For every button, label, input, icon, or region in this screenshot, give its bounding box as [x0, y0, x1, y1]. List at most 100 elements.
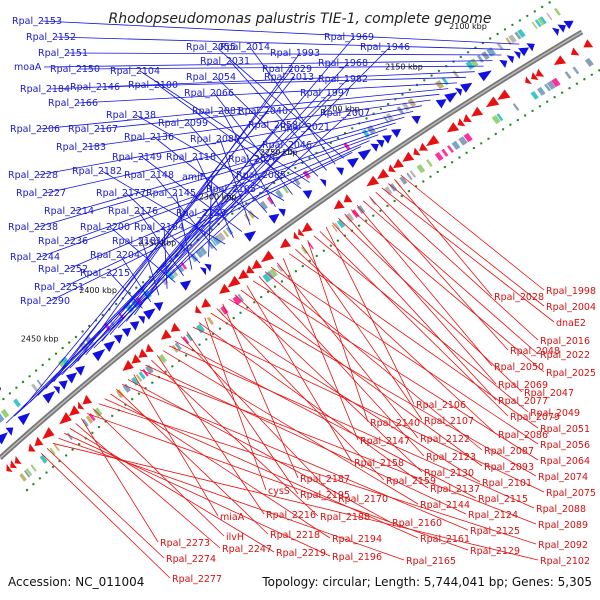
tick-dot-outer — [336, 136, 340, 140]
reverse-cds-arrow — [10, 460, 17, 469]
gene-label-forward: Rpal_2148 — [124, 170, 174, 181]
tick-dot-inner — [336, 239, 340, 242]
gene-label-forward: Rpal_2080 — [190, 134, 240, 145]
reverse-feature-bar — [537, 86, 546, 96]
tick-dot-inner — [131, 398, 134, 401]
tick-dot-outer — [15, 386, 18, 389]
forward-label-leader — [53, 68, 293, 383]
gene-label-forward: Rpal_2021 — [280, 122, 330, 133]
gene-label-forward: Rpal_2138 — [106, 110, 156, 121]
tick-dot-inner — [171, 365, 174, 368]
reverse-cds-arrow — [227, 275, 241, 288]
tick-dot-outer — [437, 69, 441, 73]
reverse-cds-arrow — [535, 68, 545, 77]
tick-dot-inner — [386, 204, 389, 208]
reverse-cds-arrow — [238, 269, 249, 280]
gene-label-forward: Rpal_2238 — [8, 222, 58, 233]
tick-dot-inner — [232, 316, 235, 320]
reverse-label-leader — [375, 191, 539, 341]
reverse-cds-arrow — [59, 412, 72, 425]
reverse-cds-arrow — [525, 76, 532, 85]
gene-label-forward: Rpal_2206 — [10, 124, 60, 135]
reverse-cds-arrow — [531, 72, 539, 81]
tick-dot-outer — [459, 55, 462, 59]
tick-dot-inner — [436, 170, 439, 174]
tick-dot-outer — [81, 330, 84, 333]
gene-label-forward: Rpal_2166 — [48, 98, 98, 109]
tick-dot-inner — [315, 254, 318, 258]
gene-label-reverse: Rpal_2160 — [392, 518, 442, 529]
forward-cds-arrow — [243, 230, 257, 242]
reverse-feature-bar — [546, 80, 556, 90]
forward-label-leader — [79, 65, 484, 70]
tick-dot-outer — [48, 358, 51, 361]
gene-label-reverse: Rpal_2196 — [332, 552, 382, 563]
tick-dot-inner — [301, 264, 304, 268]
tick-dot-outer — [351, 127, 354, 130]
tick-dot-outer — [533, 10, 536, 13]
tick-dot-inner — [273, 285, 277, 288]
gene-label-forward: Rpal_2227 — [16, 188, 66, 199]
scale-label: 2350 kbp — [139, 239, 177, 248]
reverse-label-leader — [332, 222, 497, 401]
gene-label-forward: Rpal_2031 — [200, 56, 250, 67]
tick-dot-outer — [503, 28, 507, 31]
reverse-label-leader — [313, 235, 529, 413]
reverse-feature-bar — [426, 159, 433, 167]
reverse-label-leader — [356, 204, 493, 367]
tick-dot-inner — [218, 327, 222, 330]
tick-dot-outer — [379, 107, 383, 111]
forward-cds-arrow — [278, 208, 286, 217]
tick-dot-outer — [114, 302, 118, 306]
gene-label-reverse: Rpal_2089 — [538, 520, 588, 531]
reverse-label-leader — [387, 183, 545, 307]
reverse-feature-bar — [122, 383, 131, 393]
reverse-cds-arrow — [293, 231, 300, 240]
tick-dot-inner — [78, 442, 81, 446]
forward-label-leader — [187, 122, 268, 214]
reverse-label-leader — [289, 253, 539, 429]
reverse-feature-bar — [82, 418, 89, 427]
gene-label-forward: Rpal_2104 — [110, 66, 160, 77]
gene-label-reverse: miaA — [220, 512, 245, 523]
forward-label-leader — [153, 136, 259, 220]
reverse-cds-arrow — [333, 199, 345, 210]
forward-label-leader — [13, 112, 351, 417]
reverse-feature-bar — [206, 316, 214, 326]
gene-label-forward: Rpal_2007 — [320, 108, 370, 119]
reverse-feature-bar — [232, 295, 242, 306]
reverse-feature-bar — [409, 170, 417, 178]
gene-label-reverse: Rpal_2247 — [222, 544, 272, 555]
forward-cds-arrow — [444, 92, 458, 103]
tick-dot-outer — [408, 88, 411, 92]
forward-label-leader — [67, 128, 388, 242]
gene-label-forward: Rpal_2085 — [236, 170, 286, 181]
gene-label-forward: Rpal_2146 — [70, 82, 120, 93]
forward-feature-bar — [517, 29, 526, 38]
forward-feature-bar — [31, 383, 39, 392]
tick-dot-inner — [38, 477, 42, 480]
tick-dot-inner — [516, 118, 519, 122]
tick-dot-outer — [287, 171, 290, 175]
reverse-cds-arrow — [14, 456, 22, 464]
reverse-label-leader — [301, 244, 423, 421]
forward-cds-arrow — [513, 51, 521, 60]
tick-dot-inner — [546, 100, 549, 103]
forward-label-leader — [125, 188, 237, 322]
gene-label-reverse: Rpal_2092 — [538, 540, 588, 551]
reverse-feature-bar — [447, 145, 454, 153]
forward-feature-bar — [13, 398, 21, 408]
gene-label-reverse: Rpal_2028 — [494, 292, 544, 303]
forward-feature-bar — [275, 189, 284, 199]
reverse-feature-bar — [530, 91, 539, 100]
forward-label-leader — [39, 134, 379, 258]
tick-dot-outer — [401, 93, 404, 96]
reverse-cds-arrow — [553, 55, 567, 65]
forward-label-leader — [215, 46, 345, 159]
gene-label-forward: Rpal_2139 — [176, 208, 226, 219]
gene-label-forward: Rpal_2167 — [68, 124, 118, 135]
forward-cds-arrow — [138, 315, 146, 324]
gene-label-forward: Rpal_2081 — [192, 106, 242, 117]
gene-label-forward: Rpal_2099 — [158, 118, 208, 129]
reverse-cds-arrow — [195, 305, 202, 314]
